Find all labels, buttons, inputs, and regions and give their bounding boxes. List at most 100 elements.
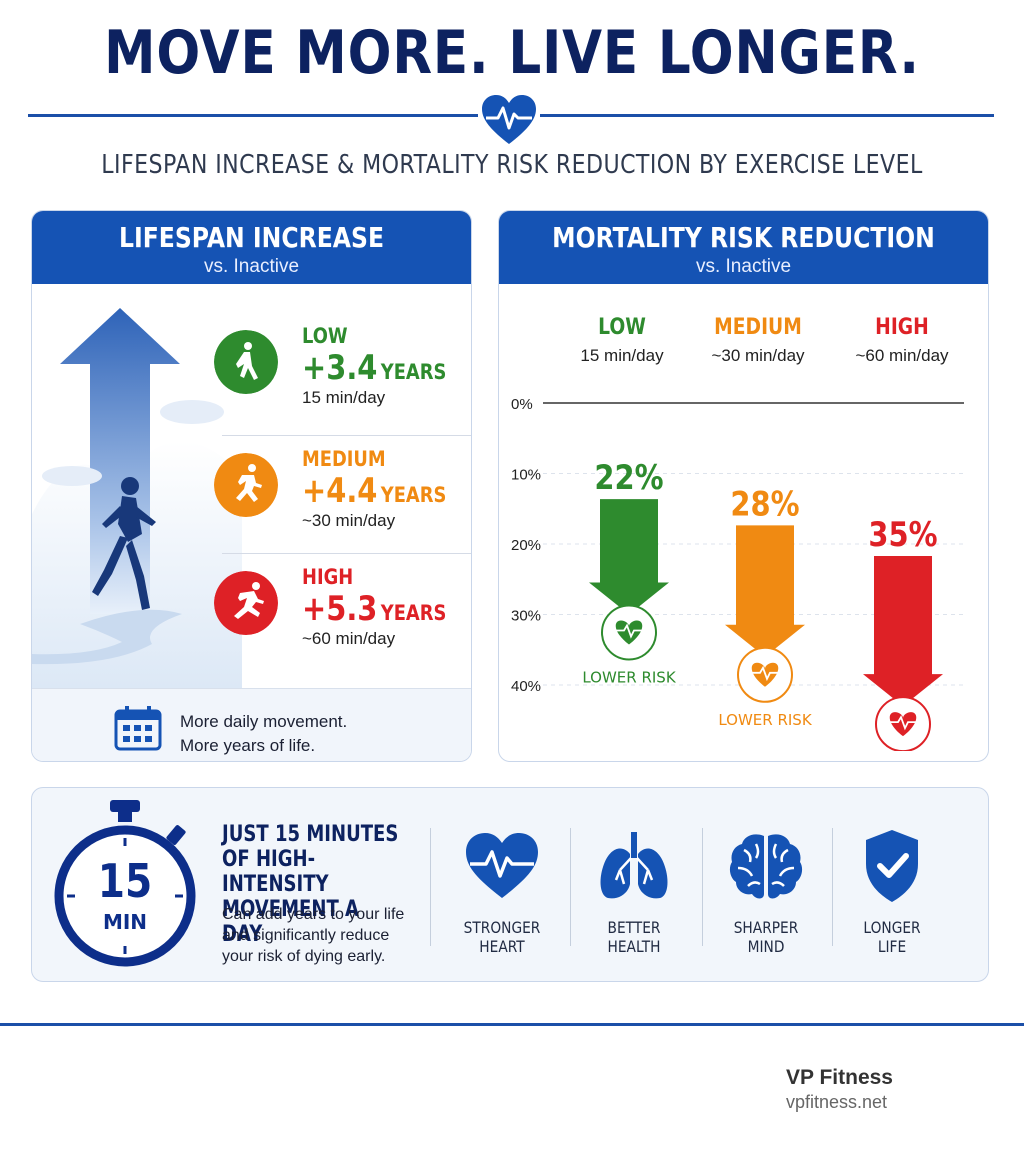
benefit-line: HEALTH xyxy=(607,937,661,956)
runner-illustration xyxy=(32,308,242,689)
benefit-line: MIND xyxy=(747,937,785,956)
benefit-label: LONGER LIFE xyxy=(840,918,943,956)
lifespan-footer: More daily movement. More years of life. xyxy=(32,688,471,761)
column-level: LOW xyxy=(598,315,646,340)
banner-divider xyxy=(702,828,703,946)
years-unit: YEARS xyxy=(380,601,447,625)
body-line: and significantly reduce xyxy=(222,927,390,944)
pulse-line xyxy=(616,623,642,639)
banner-divider xyxy=(570,828,571,946)
lifespan-level-medium: MEDIUM +4.4 YEARS ~30 min/day xyxy=(214,429,446,539)
risk-arrow-bar xyxy=(589,499,669,615)
y-tick-label: 30% xyxy=(511,608,541,625)
body-line: Can add years to your life xyxy=(222,906,405,923)
benefit-mind: SHARPER MIND xyxy=(706,828,826,956)
mortality-panel: MORTALITY RISK REDUCTION vs. Inactive LO… xyxy=(498,210,989,762)
footer-line: More daily movement. xyxy=(180,712,348,731)
footer-line: More years of life. xyxy=(180,736,316,755)
y-tick-label: 10% xyxy=(511,467,541,484)
heart-icon xyxy=(466,833,538,898)
years-value: +3.4 xyxy=(302,348,378,388)
years-gained: +3.4 YEARS xyxy=(302,348,446,388)
minutes-per-day: ~60 min/day xyxy=(302,629,396,648)
risk-value-label: 35% xyxy=(868,516,937,555)
brain-icon xyxy=(729,834,803,899)
column-level: MEDIUM xyxy=(714,315,802,340)
jogging-icon xyxy=(214,453,278,517)
lungs-icon xyxy=(600,832,668,899)
level-name: HIGH xyxy=(302,565,354,589)
brand-url[interactable]: vpfitness.net xyxy=(786,1092,888,1112)
body-line: your risk of dying early. xyxy=(222,948,386,965)
banner-divider xyxy=(430,828,431,946)
lifespan-panel-header: LIFESPAN INCREASE vs. Inactive xyxy=(32,211,471,284)
lower-risk-label: LOWER RISK xyxy=(582,669,676,687)
headline-line: MOVEMENT A DAY xyxy=(222,897,360,947)
page-subtitle: LIFESPAN INCREASE & MORTALITY RISK REDUC… xyxy=(101,150,923,180)
benefit-line: STRONGER xyxy=(463,918,541,937)
minutes-per-day: ~30 min/day xyxy=(302,511,396,530)
page-title: MOVE MORE. LIVE LONGER. xyxy=(104,18,920,88)
lifespan-panel-title: LIFESPAN INCREASE xyxy=(118,221,385,254)
row-divider xyxy=(222,435,471,436)
lifespan-level-high: HIGH +5.3 YEARS ~60 min/day xyxy=(214,547,446,657)
headline-line: OF HIGH-INTENSITY xyxy=(222,847,329,897)
lifespan-footer-text: More daily movement. More years of life. xyxy=(180,710,347,758)
stopwatch-unit: MIN xyxy=(102,910,148,934)
column-time: 15 min/day xyxy=(580,346,664,365)
level-name: LOW xyxy=(302,324,348,348)
years-value: +4.4 xyxy=(302,471,378,511)
y-tick-label: 20% xyxy=(511,537,541,554)
column-time: ~30 min/day xyxy=(711,346,805,365)
benefit-label: SHARPER MIND xyxy=(714,918,817,956)
risk-value-label: 22% xyxy=(594,459,663,498)
column-time: ~60 min/day xyxy=(855,346,949,365)
column-header-low: LOW 15 min/day xyxy=(552,315,692,366)
years-gained: +5.3 YEARS xyxy=(302,589,446,629)
banner-headline: JUST 15 MINUTES OF HIGH-INTENSITY MOVEME… xyxy=(222,822,402,947)
benefit-life: LONGER LIFE xyxy=(832,828,952,956)
intensity-banner: 15 MIN JUST 15 MINUTES OF HIGH-INTENSITY… xyxy=(31,787,989,982)
risk-arrow-bar xyxy=(725,525,805,657)
footer-divider xyxy=(0,1023,1024,1026)
y-tick-label: 40% xyxy=(511,678,541,695)
heartbeat-icon xyxy=(478,92,540,148)
lifespan-panel: LIFESPAN INCREASE vs. Inactive xyxy=(31,210,472,762)
years-gained: +4.4 YEARS xyxy=(302,471,446,511)
row-divider xyxy=(222,553,471,554)
headline-line: JUST 15 MINUTES xyxy=(222,822,399,847)
benefit-line: LIFE xyxy=(877,937,907,956)
benefit-line: BETTER xyxy=(607,918,661,937)
stopwatch-icon xyxy=(54,800,196,967)
y-tick-label: 0% xyxy=(511,396,533,413)
banner-body: Can add years to your life and significa… xyxy=(222,904,422,967)
calendar-icon xyxy=(114,706,162,751)
brand-name: VP Fitness xyxy=(786,1066,893,1089)
shield-check-icon xyxy=(866,830,918,902)
benefit-label: BETTER HEALTH xyxy=(582,918,685,956)
benefit-line: HEART xyxy=(479,937,525,956)
mortality-risk-chart: 0% 10% 20% 30% 40% 22% LOWER RISK 28% LOWER RISK… xyxy=(511,396,964,751)
benefit-line: LONGER xyxy=(863,918,921,937)
pulse-line xyxy=(752,665,778,682)
risk-arrow-bar xyxy=(863,555,943,707)
years-unit: YEARS xyxy=(380,360,447,384)
mortality-panel-header: MORTALITY RISK REDUCTION vs. Inactive xyxy=(499,211,988,284)
risk-value-label: 28% xyxy=(730,485,799,524)
lifespan-panel-subtitle: vs. Inactive xyxy=(203,256,300,277)
column-header-high: HIGH ~60 min/day xyxy=(832,315,972,366)
banner-divider xyxy=(832,828,833,946)
minutes-per-day: 15 min/day xyxy=(302,388,386,407)
column-level: HIGH xyxy=(875,315,929,340)
lifespan-level-low: LOW +3.4 YEARS 15 min/day xyxy=(214,306,446,416)
column-header-medium: MEDIUM ~30 min/day xyxy=(688,315,828,366)
benefit-label: STRONGER HEART xyxy=(450,918,553,956)
benefit-heart: STRONGER HEART xyxy=(442,828,562,956)
level-name: MEDIUM xyxy=(302,447,386,471)
walking-icon xyxy=(214,330,278,394)
sprinting-icon xyxy=(214,571,278,635)
pulse-line xyxy=(890,715,916,731)
lower-risk-label: LOWER RISK xyxy=(718,711,812,729)
benefit-line: SHARPER xyxy=(733,918,799,937)
benefit-health: BETTER HEALTH xyxy=(574,828,694,956)
